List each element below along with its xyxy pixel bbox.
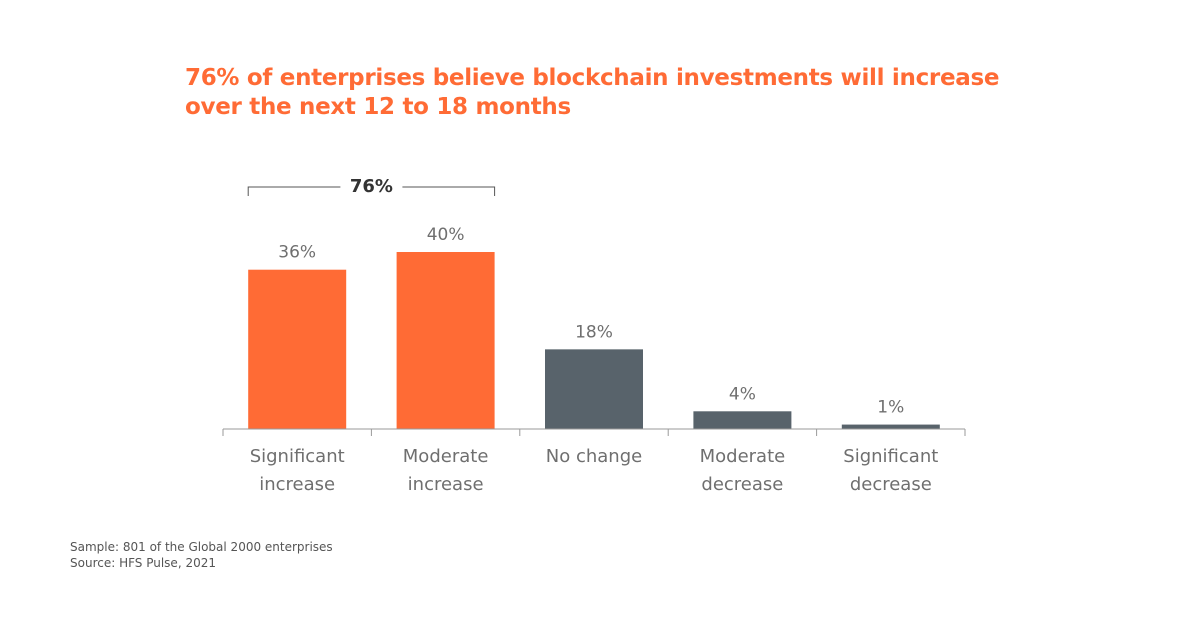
bar-value-label-1: 40% bbox=[427, 225, 465, 245]
source-note: Source: HFS Pulse, 2021 bbox=[70, 556, 216, 570]
category-label-1-1: increase bbox=[408, 474, 484, 495]
bar-3 bbox=[693, 411, 792, 429]
bar-0 bbox=[248, 269, 347, 429]
bar-value-label-4: 1% bbox=[877, 398, 904, 418]
category-label-0-0: Significant bbox=[250, 446, 345, 467]
bracket-left bbox=[247, 186, 341, 196]
category-label-4-0: Significant bbox=[843, 446, 938, 467]
chart-title: 76% of enterprises believe blockchain in… bbox=[185, 64, 1005, 122]
bracket-right bbox=[402, 186, 496, 196]
category-label-1-0: Moderate bbox=[403, 446, 489, 467]
footnotes: Sample: 801 of the Global 2000 enterpris… bbox=[70, 539, 333, 571]
category-label-4-1: decrease bbox=[850, 474, 932, 495]
chart-title-line-2: over the next 12 to 18 months bbox=[185, 94, 571, 120]
bar-2 bbox=[545, 349, 643, 429]
bar-4 bbox=[841, 424, 940, 429]
category-label-3-1: decrease bbox=[701, 474, 783, 495]
category-label-3-0: Moderate bbox=[700, 446, 786, 467]
sample-note: Sample: 801 of the Global 2000 enterpris… bbox=[70, 540, 333, 554]
category-label-0-1: increase bbox=[259, 474, 335, 495]
bar-1 bbox=[396, 252, 495, 429]
category-label-2-0: No change bbox=[546, 446, 642, 467]
bar-value-label-2: 18% bbox=[575, 322, 613, 342]
chart-title-line-1: 76% of enterprises believe blockchain in… bbox=[185, 65, 1000, 91]
bracket-total-label: 76% bbox=[350, 176, 393, 197]
bar-value-label-3: 4% bbox=[729, 384, 756, 404]
bar-value-label-0: 36% bbox=[278, 243, 316, 263]
